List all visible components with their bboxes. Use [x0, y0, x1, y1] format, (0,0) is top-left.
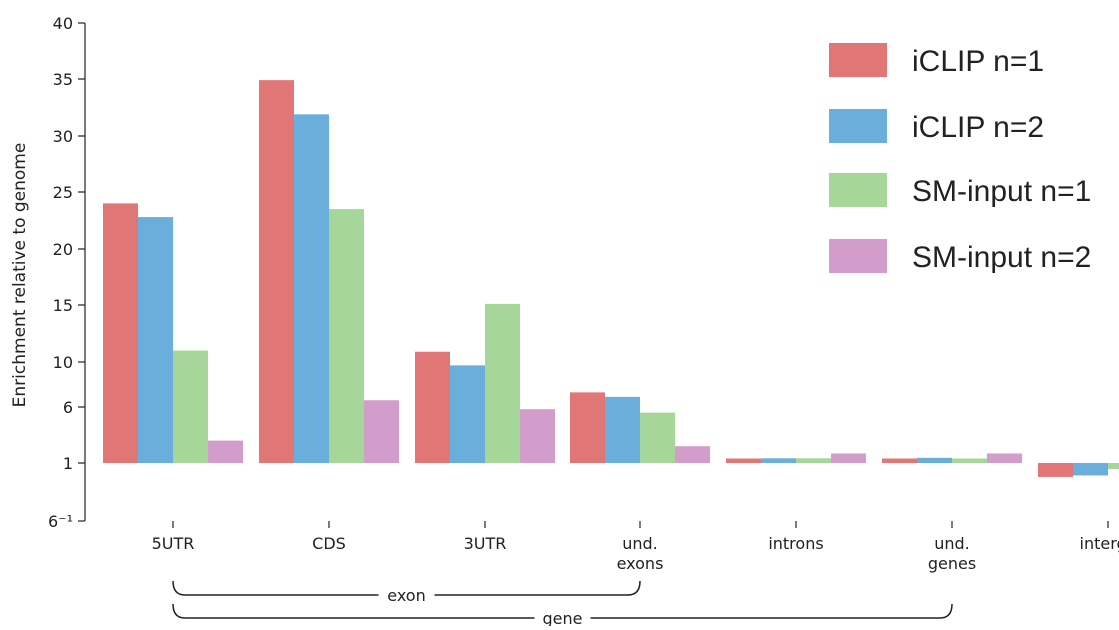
y-tick-label: 6⁻¹	[48, 512, 73, 531]
y-tick-label: 20	[53, 240, 73, 259]
bracket-label: gene	[543, 609, 583, 626]
bar-sm-input-n-1-und-exons	[640, 413, 675, 463]
x-tick-label-introns: introns	[768, 534, 823, 553]
bar-iclip-n-2-und-exons	[605, 397, 640, 463]
bar-sm-input-n-1-3utr	[485, 304, 520, 463]
bar-sm-input-n-1-introns	[796, 458, 831, 463]
bar-iclip-n-1-3utr	[415, 352, 450, 463]
bracket-exon: exon	[173, 581, 640, 605]
x-tick-label-und-exons: exons	[617, 554, 664, 573]
y-tick-label: 35	[53, 70, 73, 89]
y-tick-label: 30	[53, 127, 73, 146]
bar-iclip-n-2-introns	[761, 458, 796, 463]
legend-label: SM-input n=1	[912, 175, 1091, 208]
bar-sm-input-n-1-cds	[329, 209, 364, 463]
bar-iclip-n-1-introns	[726, 459, 761, 463]
bar-sm-input-n-2-und-genes	[987, 453, 1022, 463]
x-tick-label-cds: CDS	[312, 534, 346, 553]
y-tick-label: 6	[63, 398, 73, 417]
x-tick-label-3utr: 3UTR	[464, 534, 507, 553]
bar-iclip-n-1-und-exons	[570, 392, 605, 463]
y-tick-label: 10	[53, 353, 73, 372]
legend-item-sm-input-n-1: SM-input n=1	[829, 173, 1091, 208]
bar-iclip-n-2-und-genes	[917, 458, 952, 463]
x-tick-label-interge: interge	[1080, 534, 1119, 553]
bar-sm-input-n-1-5utr	[173, 351, 208, 463]
bar-iclip-n-2-5utr	[138, 217, 173, 463]
legend-swatch	[829, 43, 887, 77]
bar-sm-input-n-2-cds	[364, 400, 399, 463]
bar-iclip-n-2-interge	[1073, 463, 1108, 475]
bar-iclip-n-2-3utr	[450, 365, 485, 463]
bar-sm-input-n-2-3utr	[520, 409, 555, 463]
bracket-label: exon	[387, 586, 425, 605]
bar-sm-input-n-2-introns	[831, 453, 866, 463]
bar-sm-input-n-2-und-exons	[675, 446, 710, 463]
brackets-layer: exon gene	[173, 581, 952, 626]
legend-label: iCLIP n=2	[912, 111, 1044, 144]
y-axis-label: Enrichment relative to genome	[10, 143, 30, 408]
legend-label: SM-input n=2	[912, 241, 1091, 274]
x-tick-label-5utr: 5UTR	[152, 534, 195, 553]
bar-iclip-n-1-cds	[259, 80, 294, 463]
y-tick-label: 1	[63, 454, 73, 473]
legend-swatch	[829, 109, 887, 143]
bar-sm-input-n-2-5utr	[208, 441, 243, 463]
legend-item-iclip-n-2: iCLIP n=2	[829, 109, 1044, 144]
legend-item-iclip-n-1: iCLIP n=1	[829, 43, 1044, 78]
legend-label: iCLIP n=1	[912, 45, 1044, 78]
x-tick-label-und-genes: genes	[928, 554, 976, 573]
bar-sm-input-n-1-und-genes	[952, 459, 987, 463]
bar-sm-input-n-1-interge	[1108, 463, 1119, 469]
bar-iclip-n-2-cds	[294, 114, 329, 463]
x-tick-label-und-genes: und.	[934, 534, 970, 553]
bar-iclip-n-1-und-genes	[882, 459, 917, 463]
legend-swatch	[829, 239, 887, 273]
bracket-gene: gene	[173, 604, 952, 626]
y-tick-label: 25	[53, 183, 73, 202]
legend-item-sm-input-n-2: SM-input n=2	[829, 239, 1091, 274]
bar-iclip-n-1-5utr	[103, 203, 138, 463]
bar-iclip-n-1-interge	[1038, 463, 1073, 477]
y-tick-label: 15	[53, 296, 73, 315]
x-tick-label-und-exons: und.	[622, 534, 658, 553]
legend: iCLIP n=1 iCLIP n=2 SM-input n=1 SM-input n…	[829, 43, 1091, 274]
legend-swatch	[829, 173, 887, 207]
y-tick-label: 40	[53, 14, 73, 33]
